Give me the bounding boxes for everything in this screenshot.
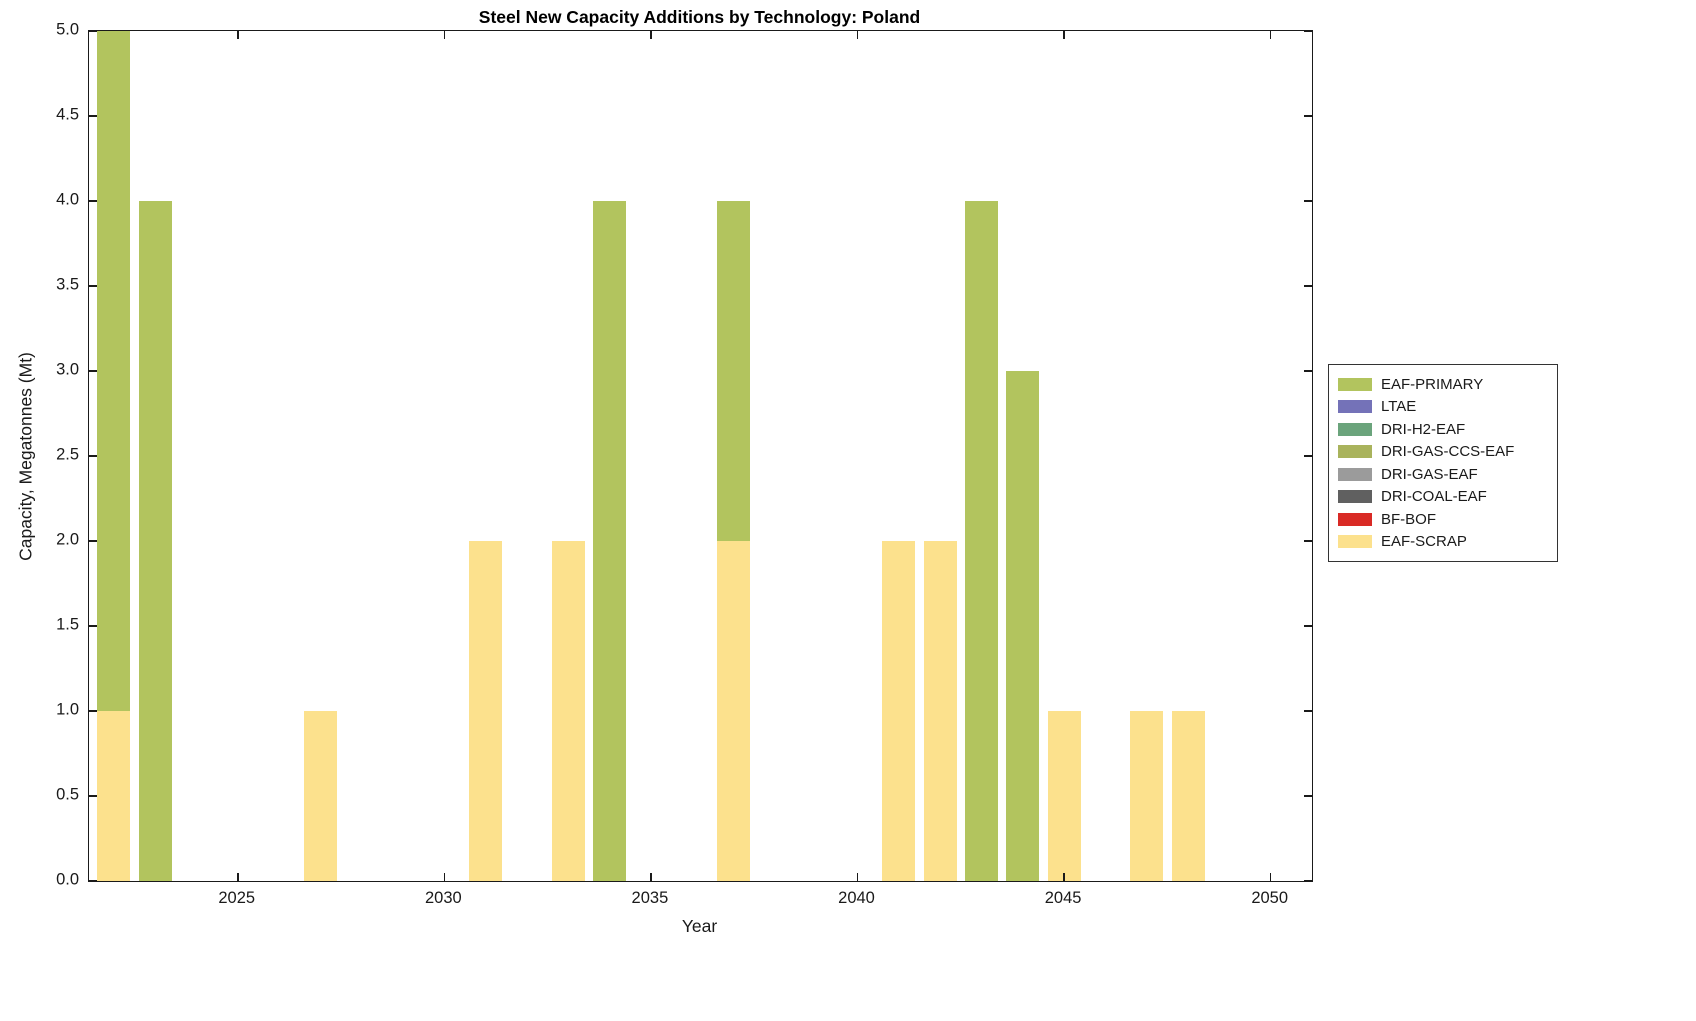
chart-title: Steel New Capacity Additions by Technolo…: [478, 7, 921, 27]
legend-label: DRI-GAS-EAF: [1381, 465, 1478, 483]
y-tick-mark: [89, 455, 97, 457]
x-tick-mark: [1269, 873, 1272, 881]
legend-item-dri-coal-eaf: DRI-COAL-EAF: [1338, 486, 1549, 509]
legend-swatch: [1338, 377, 1372, 391]
legend-label: DRI-GAS-CCS-EAF: [1381, 443, 1515, 461]
y-tick-mark: [1304, 795, 1312, 797]
y-tick-label: 1.0: [56, 700, 79, 719]
y-tick-mark: [1304, 200, 1312, 202]
x-tick-mark: [1063, 31, 1065, 39]
x-tick-label: 2030: [424, 889, 462, 907]
legend-item-dri-gas-ccs-eaf: DRI-GAS-CCS-EAF: [1338, 441, 1549, 464]
bar-segment-eaf-scrap-2047: [1130, 711, 1164, 881]
y-tick-mark: [89, 710, 97, 712]
bar-segment-eaf-primary-2043: [964, 201, 998, 881]
y-tick-label: 2.0: [56, 530, 79, 549]
y-tick-mark: [89, 795, 97, 797]
x-tick-label: 2035: [631, 889, 669, 907]
y-tick-mark: [1304, 285, 1312, 287]
y-tick-mark: [1304, 455, 1312, 457]
bar-segment-eaf-scrap-2022: [97, 711, 131, 881]
legend-label: BF-BOF: [1381, 510, 1436, 528]
x-tick-label: 2050: [1251, 889, 1289, 907]
x-tick-label: 2045: [1044, 889, 1082, 907]
y-tick-mark: [1304, 540, 1312, 542]
y-tick-mark: [89, 540, 97, 542]
bar-segment-eaf-primary-2044: [1006, 371, 1040, 881]
y-tick-mark: [89, 115, 97, 117]
x-tick-mark: [856, 31, 859, 39]
y-tick-label: 0.5: [56, 785, 79, 804]
y-tick-mark: [1304, 625, 1312, 627]
bar-segment-eaf-primary-2034: [593, 201, 627, 881]
bar-segment-eaf-primary-2023: [138, 201, 172, 881]
x-tick-mark: [650, 31, 652, 39]
legend-swatch: [1338, 512, 1372, 526]
legend-label: EAF-PRIMARY: [1381, 375, 1484, 393]
y-tick-label: 4.5: [56, 105, 79, 124]
y-tick-mark: [89, 370, 97, 372]
x-axis-label: Year: [681, 916, 718, 936]
y-tick-mark: [89, 285, 97, 287]
legend-label: EAF-SCRAP: [1381, 533, 1467, 551]
legend-item-eaf-primary: EAF-PRIMARY: [1338, 373, 1549, 396]
x-tick-mark: [443, 31, 446, 39]
y-tick-mark: [89, 625, 97, 627]
legend-swatch: [1338, 490, 1372, 504]
bar-segment-eaf-scrap-2031: [469, 541, 503, 881]
y-tick-mark: [1304, 710, 1312, 712]
x-tick-mark: [1269, 31, 1272, 39]
y-tick-mark: [89, 200, 97, 202]
bar-segment-eaf-scrap-2042: [923, 541, 957, 881]
x-tick-label: 2025: [218, 889, 256, 907]
legend-swatch: [1338, 422, 1372, 436]
legend-label: LTAE: [1381, 398, 1417, 416]
x-tick-mark: [650, 873, 652, 881]
y-tick-label: 1.5: [56, 615, 79, 634]
legend-item-ltae: LTAE: [1338, 396, 1549, 419]
bar-segment-eaf-primary-2037: [717, 201, 751, 541]
legend-swatch: [1338, 445, 1372, 459]
bar-segment-eaf-scrap-2037: [717, 541, 751, 881]
legend-item-bf-bof: BF-BOF: [1338, 508, 1549, 531]
x-tick-mark: [856, 873, 859, 881]
bar-segment-eaf-scrap-2041: [882, 541, 916, 881]
x-tick-mark: [236, 31, 239, 39]
x-tick-mark: [236, 873, 239, 881]
y-tick-mark: [1304, 115, 1312, 117]
y-tick-mark: [1304, 880, 1312, 882]
y-tick-label: 3.0: [56, 360, 79, 379]
bar-segment-eaf-scrap-2048: [1171, 711, 1205, 881]
bar-segment-eaf-scrap-2045: [1047, 711, 1081, 881]
bar-segment-eaf-scrap-2033: [551, 541, 585, 881]
legend-label: DRI-COAL-EAF: [1381, 488, 1487, 506]
legend-item-dri-gas-eaf: DRI-GAS-EAF: [1338, 463, 1549, 486]
legend-item-dri-h2-eaf: DRI-H2-EAF: [1338, 418, 1549, 441]
legend-swatch: [1338, 400, 1372, 414]
x-tick-label: 2040: [838, 889, 875, 907]
bar-segment-eaf-primary-2022: [97, 31, 131, 711]
y-tick-label: 0.0: [56, 870, 79, 889]
y-tick-label: 3.5: [56, 275, 79, 294]
y-tick-mark: [1304, 370, 1312, 372]
legend: EAF-PRIMARY LTAE DRI-H2-EAF DRI-GAS-CCS-EAF…: [1328, 364, 1558, 562]
y-tick-label: 5.0: [56, 20, 79, 39]
legend-swatch: [1338, 467, 1372, 481]
legend-item-eaf-scrap: EAF-SCRAP: [1338, 531, 1549, 554]
x-tick-mark: [443, 873, 446, 881]
x-tick-mark: [1063, 873, 1065, 881]
y-tick-label: 4.0: [56, 190, 79, 209]
legend-label: DRI-H2-EAF: [1381, 420, 1466, 438]
plot-area: [88, 30, 1313, 882]
y-tick-mark: [1304, 30, 1312, 32]
legend-swatch: [1338, 535, 1372, 549]
y-tick-mark: [89, 30, 97, 32]
bar-segment-eaf-scrap-2027: [303, 711, 337, 881]
y-tick-mark: [89, 880, 97, 882]
y-tick-label: 2.5: [56, 445, 79, 464]
